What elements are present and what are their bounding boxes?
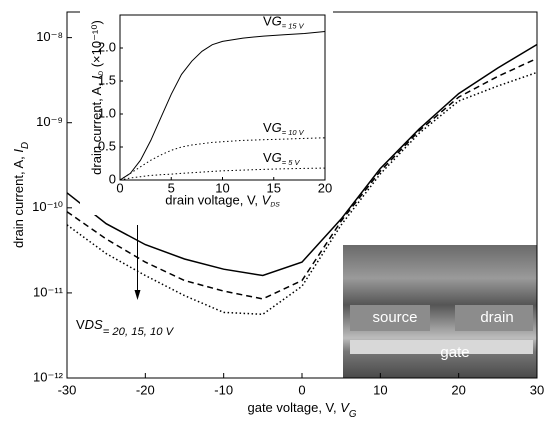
label-part: G [349,409,357,420]
x-tick-label: 20 [451,382,465,397]
series-line [66,71,538,316]
drain-electrode [455,305,533,331]
x-tick-label: 0 [298,382,305,397]
y-tick-label: 0.5 [98,138,116,153]
series-line [66,43,538,277]
label-part: (×10⁻¹⁰) [89,20,104,71]
label-part: D [98,71,105,76]
y-tick-label: 10⁻¹² [33,369,64,384]
label-part: V [263,120,272,135]
x-axis-title: gate voltage, V, VG [247,401,356,421]
label-part: I [11,149,26,153]
y-tick-label: 10⁻¹⁰ [32,199,63,214]
label-part: = 5 V [282,159,301,168]
label-part: DS [270,202,280,209]
image-label: drain [480,309,513,326]
x-axis-title: drain voltage, V, VDS [165,193,280,209]
label-part: G [272,14,282,29]
label-part: V [263,151,272,166]
sem-image: source drain gate [343,245,537,378]
y-tick-label: 10⁻⁸ [36,29,63,44]
y-tick-label: 10⁻¹¹ [33,284,64,299]
label-part: = 20, 15, 10 V [103,326,175,338]
series-label: VG= 10 V [263,120,305,137]
label-part: = 15 V [282,22,305,31]
x-tick-label: 30 [530,382,544,397]
x-tick-label: -30 [58,382,77,397]
label-part: V [340,401,350,416]
label-part: drain current, A, [89,79,104,174]
label-part: V [76,317,85,332]
y-tick-label: 0 [109,171,116,186]
label-part: I [89,75,104,79]
label-part: D [20,142,31,149]
y-axis-title: drain current, A, ID [11,142,31,248]
x-tick-label: 10 [215,180,229,195]
image-label: gate [440,344,469,361]
main-plot: -30 -20 -10 0 10 20 30 10⁻¹² 10⁻¹¹ 10⁻¹⁰ 10⁻⁹ 10⁻⁸ g… [11,11,544,421]
label-part: G [272,120,282,135]
label-part: = 10 V [282,128,305,137]
x-tick-label: 0 [116,180,123,195]
y-tick-label: 2.0 [98,39,116,54]
series-line [119,167,326,181]
series-label: VG= 15 V [263,14,305,31]
annotation: VDS= 20, 15, 10 V [76,317,175,338]
x-tick-label: 10 [373,382,387,397]
y-tick-label: 10⁻⁹ [36,114,63,129]
label-part: V [263,14,272,29]
x-tick-label: -10 [214,382,233,397]
x-tick-label: -20 [136,382,155,397]
image-label: source [372,309,417,326]
label-part: drain current, A, [11,153,26,248]
x-tick-label: 15 [267,180,281,195]
label-part: G [272,151,282,166]
series-line [119,31,326,181]
label-part: DS [85,317,103,332]
series-line [66,57,538,300]
y-tick-label: 1.5 [98,72,116,87]
source-electrode [350,305,430,331]
series-label: VG= 5 V [263,151,301,168]
label-part: V [262,193,272,208]
x-tick-label: 5 [168,180,175,195]
gate-electrode [350,340,533,354]
label-part: drain voltage, V, [165,193,261,208]
label-part: gate voltage, V, [247,401,340,416]
arrow-head [134,290,141,300]
y-tick-label: 1.0 [98,105,116,120]
y-axis-title: drain current, A, ID (×10⁻¹⁰) [89,20,105,175]
x-tick-label: 20 [318,180,332,195]
